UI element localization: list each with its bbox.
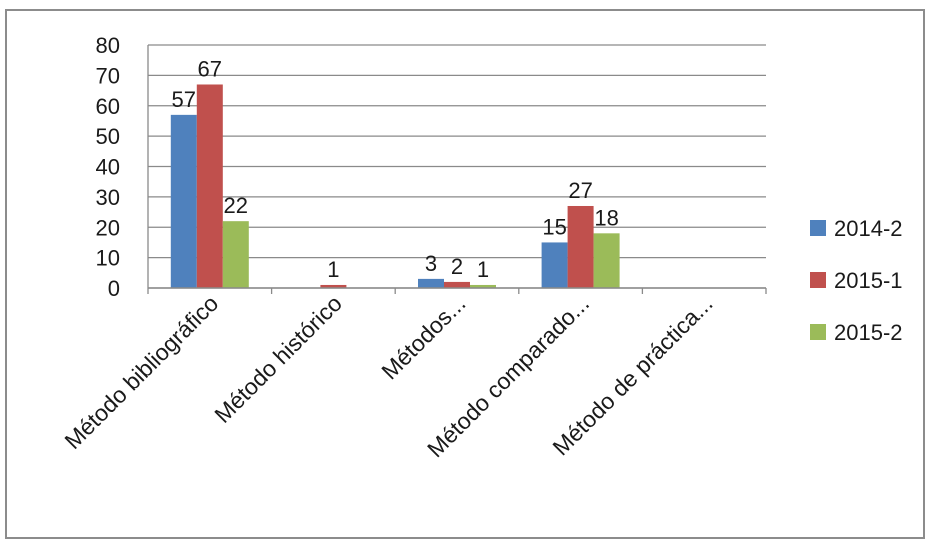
bars <box>170 84 620 288</box>
bar-2015-1-3 <box>567 205 594 288</box>
legend-swatch <box>810 220 826 236</box>
legend-label: 2015-1 <box>834 268 903 293</box>
y-tick-label: 30 <box>96 185 120 210</box>
bar-2015-2-0 <box>222 221 249 288</box>
data-label: 3 <box>425 251 437 276</box>
y-tick-label: 70 <box>96 63 120 88</box>
bar-2015-1-2 <box>444 281 470 288</box>
y-tick-label: 50 <box>96 124 120 149</box>
bar-2015-1-1 <box>320 284 347 288</box>
data-label: 1 <box>327 257 339 282</box>
data-label: 57 <box>172 87 196 112</box>
bar-2014-2-3 <box>541 242 568 288</box>
bar-2015-2-2 <box>470 284 496 288</box>
bar-2014-2-0 <box>170 114 197 288</box>
data-label: 1 <box>477 257 489 282</box>
bar-2014-2-2 <box>418 278 444 288</box>
legend-swatch <box>810 272 826 288</box>
gridlines <box>148 44 766 289</box>
data-label: 22 <box>224 193 248 218</box>
y-tick-label: 0 <box>108 276 120 301</box>
chart-border <box>5 9 925 539</box>
data-label: 18 <box>594 205 618 230</box>
y-tick-label: 60 <box>96 94 120 119</box>
legend-label: 2014-2 <box>834 216 903 241</box>
data-label: 15 <box>542 214 566 239</box>
y-tick-label: 40 <box>96 155 120 180</box>
y-tick-label: 10 <box>96 246 120 271</box>
legend-label: 2015-2 <box>834 320 903 345</box>
y-axis: 0 10 20 30 40 50 60 70 80 <box>96 33 149 301</box>
legend-swatch <box>810 324 826 340</box>
y-tick-label: 20 <box>96 215 120 240</box>
y-tick-label: 80 <box>96 33 120 58</box>
bar-2015-2-3 <box>593 233 620 288</box>
data-label: 27 <box>568 178 592 203</box>
data-label: 67 <box>198 56 222 81</box>
data-label: 2 <box>451 254 463 279</box>
legend: 2014-2 2015-1 2015-2 <box>810 216 903 345</box>
bar-2015-1-0 <box>196 84 223 288</box>
